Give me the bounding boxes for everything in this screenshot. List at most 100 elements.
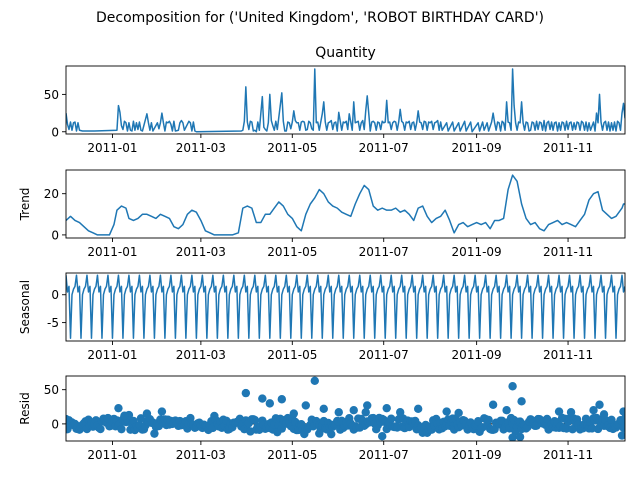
plot-area bbox=[66, 274, 625, 339]
resid-outlier bbox=[599, 410, 609, 419]
seasonal-line bbox=[66, 274, 625, 339]
resid-outlier bbox=[502, 406, 511, 415]
y-axis-label: Trend bbox=[18, 188, 32, 222]
resid-outlier bbox=[442, 407, 451, 416]
resid-outlier bbox=[517, 397, 526, 406]
x-tick-label: 2011-11 bbox=[543, 448, 593, 462]
y-axis-label: Resid bbox=[18, 392, 32, 424]
resid-outlier bbox=[554, 407, 564, 416]
plot-area bbox=[66, 376, 625, 441]
resid-point bbox=[150, 429, 159, 438]
resid-outlier bbox=[619, 407, 625, 416]
y-tick-label: -5 bbox=[47, 316, 59, 330]
resid-outlier bbox=[142, 409, 152, 418]
plot-area bbox=[66, 68, 625, 133]
resid-outlier bbox=[361, 408, 370, 417]
x-tick-label: 2011-03 bbox=[176, 348, 226, 362]
x-tick-label: 2011-05 bbox=[267, 448, 317, 462]
resid-point bbox=[568, 425, 577, 434]
x-tick-label: 2011-11 bbox=[543, 141, 593, 155]
resid-outlier bbox=[508, 382, 517, 391]
resid-outlier bbox=[315, 429, 324, 438]
resid-outlier bbox=[289, 409, 298, 418]
series-line bbox=[66, 68, 625, 133]
resid-outlier bbox=[258, 394, 267, 403]
x-tick-label: 2011-11 bbox=[543, 348, 593, 362]
y-tick-label: 0 bbox=[51, 288, 59, 302]
x-tick-label: 2011-01 bbox=[87, 141, 137, 155]
resid-outlier bbox=[334, 408, 343, 417]
panel-title: Quantity bbox=[315, 45, 376, 61]
resid-outlier bbox=[363, 401, 372, 410]
resid-point bbox=[250, 415, 260, 425]
x-tick-label: 2011-11 bbox=[543, 245, 593, 259]
x-tick-label: 2011-07 bbox=[359, 448, 409, 462]
resid-outlier bbox=[265, 399, 275, 408]
resid-point bbox=[619, 423, 625, 433]
x-tick-label: 2011-09 bbox=[452, 141, 502, 155]
resid-outlier bbox=[349, 406, 358, 415]
resid-outlier bbox=[454, 408, 463, 418]
x-tick-label: 2011-07 bbox=[359, 348, 409, 362]
resid-outlier bbox=[589, 406, 598, 415]
resid-outlier bbox=[319, 404, 328, 414]
resid-outlier bbox=[120, 411, 129, 420]
x-tick-label: 2011-05 bbox=[267, 348, 317, 362]
resid-outlier bbox=[515, 432, 525, 441]
resid-outlier bbox=[241, 388, 251, 398]
resid-outlier bbox=[508, 433, 517, 441]
resid-outlier bbox=[157, 407, 167, 416]
seasonal-panel: Seasonal 0 -5 2011-01 2011-03 2011-05 2011-07 2… bbox=[18, 272, 626, 362]
resid-point bbox=[117, 424, 126, 434]
resid-outlier bbox=[396, 408, 405, 417]
axes-frame bbox=[65, 65, 626, 135]
resid-outlier bbox=[617, 431, 625, 440]
plot-area bbox=[66, 174, 625, 236]
series-line bbox=[66, 174, 625, 236]
y-axis-label: Seasonal bbox=[18, 280, 32, 334]
y-tick-label: 50 bbox=[44, 383, 59, 397]
resid-point bbox=[484, 415, 493, 425]
resid-point bbox=[387, 414, 396, 423]
x-tick-label: 2011-05 bbox=[267, 245, 317, 259]
resid-outlier bbox=[310, 376, 319, 385]
y-tick-label: 20 bbox=[44, 187, 59, 201]
resid-point bbox=[607, 415, 616, 425]
x-tick-label: 2011-05 bbox=[267, 141, 317, 155]
axes-frame bbox=[65, 375, 626, 442]
resid-outlier bbox=[566, 408, 576, 417]
y-tick-label: 0 bbox=[51, 228, 59, 242]
x-tick-label: 2011-07 bbox=[359, 141, 409, 155]
x-tick-label: 2011-09 bbox=[452, 245, 502, 259]
x-tick-label: 2011-03 bbox=[176, 141, 226, 155]
resid-outlier bbox=[114, 403, 123, 413]
x-tick-label: 2011-01 bbox=[87, 448, 137, 462]
resid-outlier bbox=[382, 403, 391, 413]
resid-point bbox=[620, 414, 625, 423]
trend-panel: Trend 0 20 2011-01 2011-03 2011-05 2011-07 2011… bbox=[18, 169, 626, 259]
resid-outlier bbox=[488, 400, 498, 409]
x-tick-label: 2011-09 bbox=[452, 448, 502, 462]
y-tick-label: 50 bbox=[44, 88, 59, 102]
y-tick-label: 0 bbox=[51, 125, 59, 139]
x-tick-label: 2011-07 bbox=[359, 245, 409, 259]
resid-outlier bbox=[595, 400, 604, 409]
x-tick-label: 2011-09 bbox=[452, 348, 502, 362]
axes-frame bbox=[65, 272, 626, 342]
resid-outlier bbox=[277, 395, 287, 404]
y-tick-label: 0 bbox=[51, 417, 59, 431]
x-tick-label: 2011-03 bbox=[176, 448, 226, 462]
figure-suptitle: Decomposition for ('United Kingdom', 'RO… bbox=[96, 10, 544, 26]
resid-outlier bbox=[301, 401, 310, 410]
quantity-panel: Quantity 0 50 2011-01 2011-03 2011-05 2011-07 2… bbox=[44, 45, 626, 155]
resid-point bbox=[96, 424, 105, 434]
axes-frame bbox=[65, 169, 626, 239]
resid-outlier bbox=[413, 404, 423, 414]
resid-outlier bbox=[327, 429, 336, 439]
resid-panel: Resid 0 50 2011-01 2011-03 2011-05 2011-07 2011… bbox=[18, 375, 626, 462]
x-tick-label: 2011-01 bbox=[87, 348, 137, 362]
x-tick-label: 2011-03 bbox=[176, 245, 226, 259]
resid-outlier bbox=[378, 432, 387, 441]
x-tick-label: 2011-01 bbox=[87, 245, 137, 259]
